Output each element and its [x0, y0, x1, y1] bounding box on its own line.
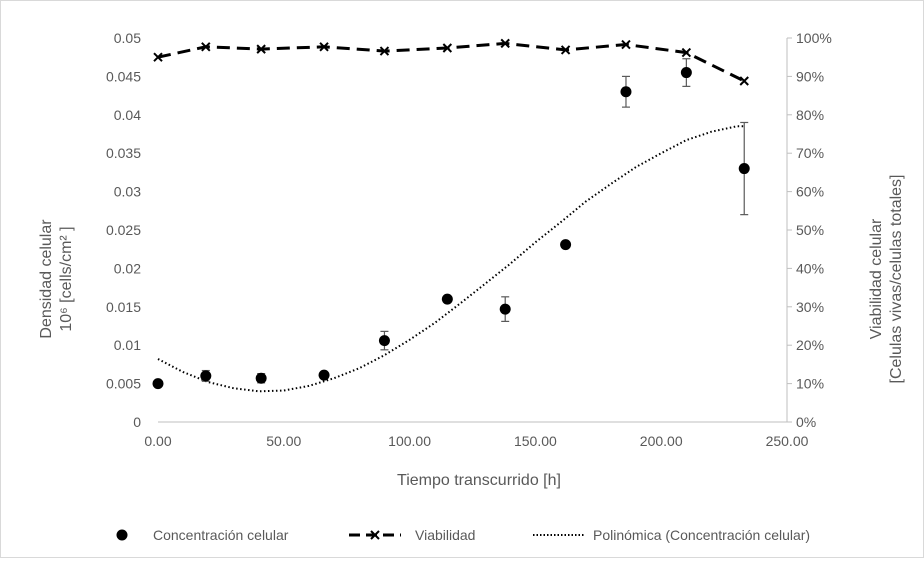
viability-marker	[379, 46, 390, 56]
trendline-polinomica	[157, 125, 745, 393]
data-point-concentracion	[738, 163, 750, 175]
data-point-concentracion	[560, 239, 572, 251]
data-point-concentracion	[152, 378, 164, 390]
x-tick-label: 250.00	[766, 433, 809, 449]
y-left-tick-label: 0.035	[106, 145, 141, 161]
axes-layer	[158, 37, 792, 423]
y-left-tick-label: 0.02	[114, 260, 141, 276]
viability-marker	[681, 47, 692, 58]
trend-layer	[157, 125, 745, 393]
x-tick-label: 150.00	[514, 433, 557, 449]
viability-marker	[739, 76, 749, 86]
viability-marker	[560, 45, 571, 55]
y-left-axis-title-line1: Densidad celular	[38, 219, 55, 339]
data-point-concentracion	[499, 303, 511, 315]
y-right-tick-label: 70%	[796, 145, 824, 161]
y-right-tick-label: 0%	[796, 414, 816, 430]
y-left-tick-label: 0.025	[106, 222, 141, 238]
data-point-concentracion	[620, 86, 632, 98]
x-tick-label: 50.00	[266, 433, 301, 449]
y-left-tick-label: 0.045	[106, 68, 141, 84]
data-point-concentracion	[200, 370, 212, 382]
legend-marker-concentracion	[116, 529, 128, 541]
y-left-tick-label: 0.01	[114, 337, 141, 353]
legend-label-concentracion: Concentración celular	[153, 527, 289, 543]
y-left-tick-label: 0.04	[114, 107, 141, 123]
legend-label-viabilidad: Viabilidad	[415, 527, 475, 543]
viability-marker	[319, 42, 329, 52]
viability-line	[157, 41, 745, 83]
y-right-axis-title: Viabilidad celular [Celulas vivas/celula…	[868, 175, 905, 384]
y-right-tick-label: 30%	[796, 299, 824, 315]
x-tick-label: 0.00	[144, 433, 171, 449]
viability-marker	[153, 52, 163, 62]
y-right-tick-label: 50%	[796, 222, 824, 238]
x-tick-label: 100.00	[388, 433, 431, 449]
viability-marker	[500, 38, 510, 49]
y-right-tick-label: 40%	[796, 260, 824, 276]
viability-marker	[442, 43, 453, 53]
legend-marker-viabilidad	[370, 530, 380, 540]
x-axis-title: Tiempo transcurrido [h]	[397, 472, 561, 489]
y-left-tick-label: 0.005	[106, 376, 141, 392]
viability-layer	[153, 38, 749, 86]
data-point-concentracion	[378, 335, 390, 347]
y-left-tick-label: 0.05	[114, 30, 141, 46]
y-left-tick-label: 0.03	[114, 184, 141, 200]
y-right-axis-title-line2: [Celulas vivas/celulas totales]	[888, 175, 905, 384]
scatter-layer	[152, 58, 750, 390]
ticks-layer: 0.00 50.00 100.00 150.00 200.00 250.00 0 0.005 0…	[106, 30, 832, 449]
y-right-tick-label: 60%	[796, 184, 824, 200]
y-right-axis-title-line1: Viabilidad celular	[868, 218, 885, 339]
data-point-concentracion	[318, 369, 330, 381]
data-point-concentracion	[441, 293, 453, 305]
x-tick-label: 200.00	[640, 433, 683, 449]
y-left-axis-title-line2: 10⁶ [cells/cm² ]	[58, 226, 75, 331]
y-right-tick-label: 90%	[796, 68, 824, 84]
y-right-tick-label: 100%	[796, 30, 832, 46]
y-left-tick-label: 0	[133, 414, 141, 430]
viability-marker	[256, 44, 266, 54]
y-left-tick-label: 0.015	[106, 299, 141, 315]
viability-marker	[621, 39, 631, 50]
legend-label-polinomica: Polinómica (Concentración celular)	[593, 527, 810, 543]
data-point-concentracion	[255, 372, 267, 384]
y-right-tick-label: 20%	[796, 337, 824, 353]
viability-marker	[201, 42, 211, 52]
y-left-axis-title: Densidad celular 10⁶ [cells/cm² ]	[38, 219, 75, 339]
y-right-tick-label: 80%	[796, 107, 824, 123]
legend: Concentración celular Viabilidad Polinóm…	[116, 527, 810, 543]
y-right-tick-label: 10%	[796, 376, 824, 392]
data-point-concentracion	[680, 67, 692, 79]
